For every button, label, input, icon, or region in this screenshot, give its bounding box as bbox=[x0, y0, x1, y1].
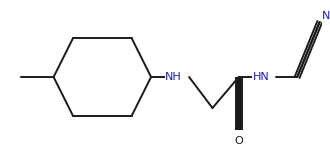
Text: O: O bbox=[234, 136, 243, 146]
Text: N: N bbox=[322, 11, 330, 21]
Text: HN: HN bbox=[252, 72, 269, 82]
Text: NH: NH bbox=[165, 72, 182, 82]
